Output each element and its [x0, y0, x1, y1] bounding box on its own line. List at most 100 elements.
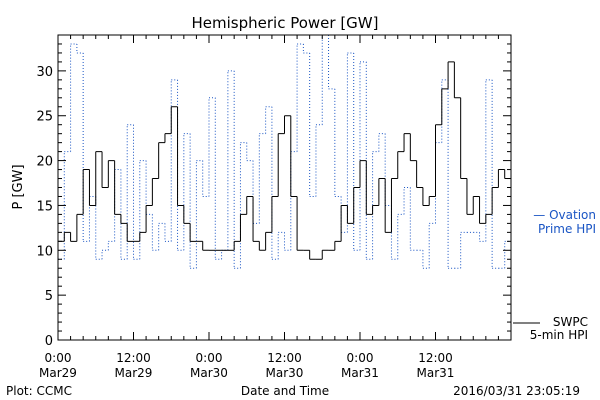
data-point	[114, 169, 121, 242]
x-axis: 0:00Mar2912:00Mar290:00Mar3012:00Mar300:…	[39, 35, 512, 380]
data-point	[497, 169, 505, 188]
x-tick-date: Mar30	[190, 366, 228, 380]
data-point	[447, 61, 455, 89]
data-point	[233, 70, 241, 269]
data-point	[221, 249, 228, 260]
data-point	[82, 169, 90, 215]
data-point	[76, 213, 84, 242]
data-point	[365, 61, 373, 260]
data-point	[145, 160, 153, 215]
data-point	[183, 133, 191, 251]
x-tick-date: Mar31	[417, 366, 455, 380]
data-point	[126, 124, 134, 260]
x-tick-time: 12:00	[267, 351, 302, 365]
data-point	[359, 160, 367, 188]
data-point	[177, 106, 184, 206]
y-tick-label: 15	[36, 199, 53, 214]
legend-ovation-line2: Prime HPI	[538, 222, 596, 236]
y-tick-label: 5	[45, 289, 53, 304]
data-point	[321, 249, 329, 260]
data-point	[284, 232, 291, 251]
plot-credit: Plot: CCMC	[6, 384, 72, 398]
data-point	[164, 133, 172, 143]
data-point	[409, 133, 417, 162]
data-point	[397, 151, 405, 179]
data-point	[120, 214, 128, 224]
x-tick-date: Mar29	[115, 366, 153, 380]
data-point	[321, 34, 329, 125]
data-point	[346, 205, 354, 224]
legend-ovation-line1: — Ovation	[533, 208, 596, 222]
x-tick-time: 12:00	[116, 351, 151, 365]
y-tick-label: 25	[36, 110, 53, 125]
data-point	[95, 196, 103, 260]
data-point	[334, 240, 342, 251]
data-point	[271, 195, 279, 233]
data-point	[397, 213, 405, 260]
data-point	[227, 70, 235, 251]
data-point	[328, 35, 335, 90]
data-point	[353, 52, 360, 251]
legend-ovation-prime: — Ovation Prime HPI	[533, 208, 596, 236]
data-point	[340, 204, 348, 242]
x-tick-date: Mar31	[341, 366, 379, 380]
data-point	[95, 151, 103, 206]
data-point	[82, 52, 90, 242]
data-point	[195, 160, 203, 269]
data-point	[491, 187, 499, 215]
data-point	[403, 187, 411, 215]
data-point	[409, 187, 417, 251]
data-point	[246, 142, 254, 162]
data-point	[504, 240, 511, 269]
data-point	[151, 214, 159, 251]
data-point	[277, 133, 285, 197]
data-point	[428, 195, 436, 206]
data-point	[460, 97, 467, 180]
series-ovation	[58, 34, 511, 269]
data-point	[277, 231, 285, 260]
data-point	[177, 79, 184, 251]
y-tick-label: 30	[36, 65, 53, 80]
y-tick-label: 0	[45, 334, 53, 349]
data-point	[472, 195, 480, 215]
data-point	[158, 222, 165, 251]
data-point	[353, 187, 360, 224]
data-point	[479, 232, 486, 242]
data-point	[189, 133, 197, 269]
legend-swpc-line2: 5-min HPI	[530, 328, 588, 342]
data-point	[479, 196, 486, 224]
data-point	[189, 223, 197, 242]
data-point	[485, 79, 493, 242]
data-point	[290, 151, 298, 251]
data-point	[126, 223, 134, 242]
data-point	[384, 133, 392, 206]
data-point	[88, 169, 96, 206]
chart-title: Hemispheric Power [GW]	[192, 14, 379, 32]
data-point	[139, 160, 147, 260]
data-point	[309, 52, 316, 197]
data-point	[63, 151, 71, 260]
x-axis-label: Date and Time	[241, 384, 329, 398]
data-point	[453, 61, 461, 99]
data-point	[460, 231, 467, 269]
data-point	[107, 240, 115, 251]
data-point	[120, 169, 128, 260]
series-swpc	[58, 61, 511, 260]
data-point	[114, 160, 121, 215]
data-point	[284, 115, 291, 134]
data-point	[258, 133, 266, 224]
plot-timestamp: 2016/03/31 23:05:19	[453, 384, 580, 398]
data-point	[359, 61, 367, 251]
data-point	[309, 250, 316, 260]
data-point	[183, 205, 191, 224]
data-point	[271, 106, 279, 260]
data-point	[76, 43, 84, 54]
data-point	[403, 133, 411, 152]
data-point	[239, 142, 247, 269]
data-point	[372, 151, 379, 260]
data-point	[441, 79, 449, 143]
data-point	[384, 178, 392, 233]
data-point	[164, 223, 172, 242]
data-point	[101, 249, 109, 260]
